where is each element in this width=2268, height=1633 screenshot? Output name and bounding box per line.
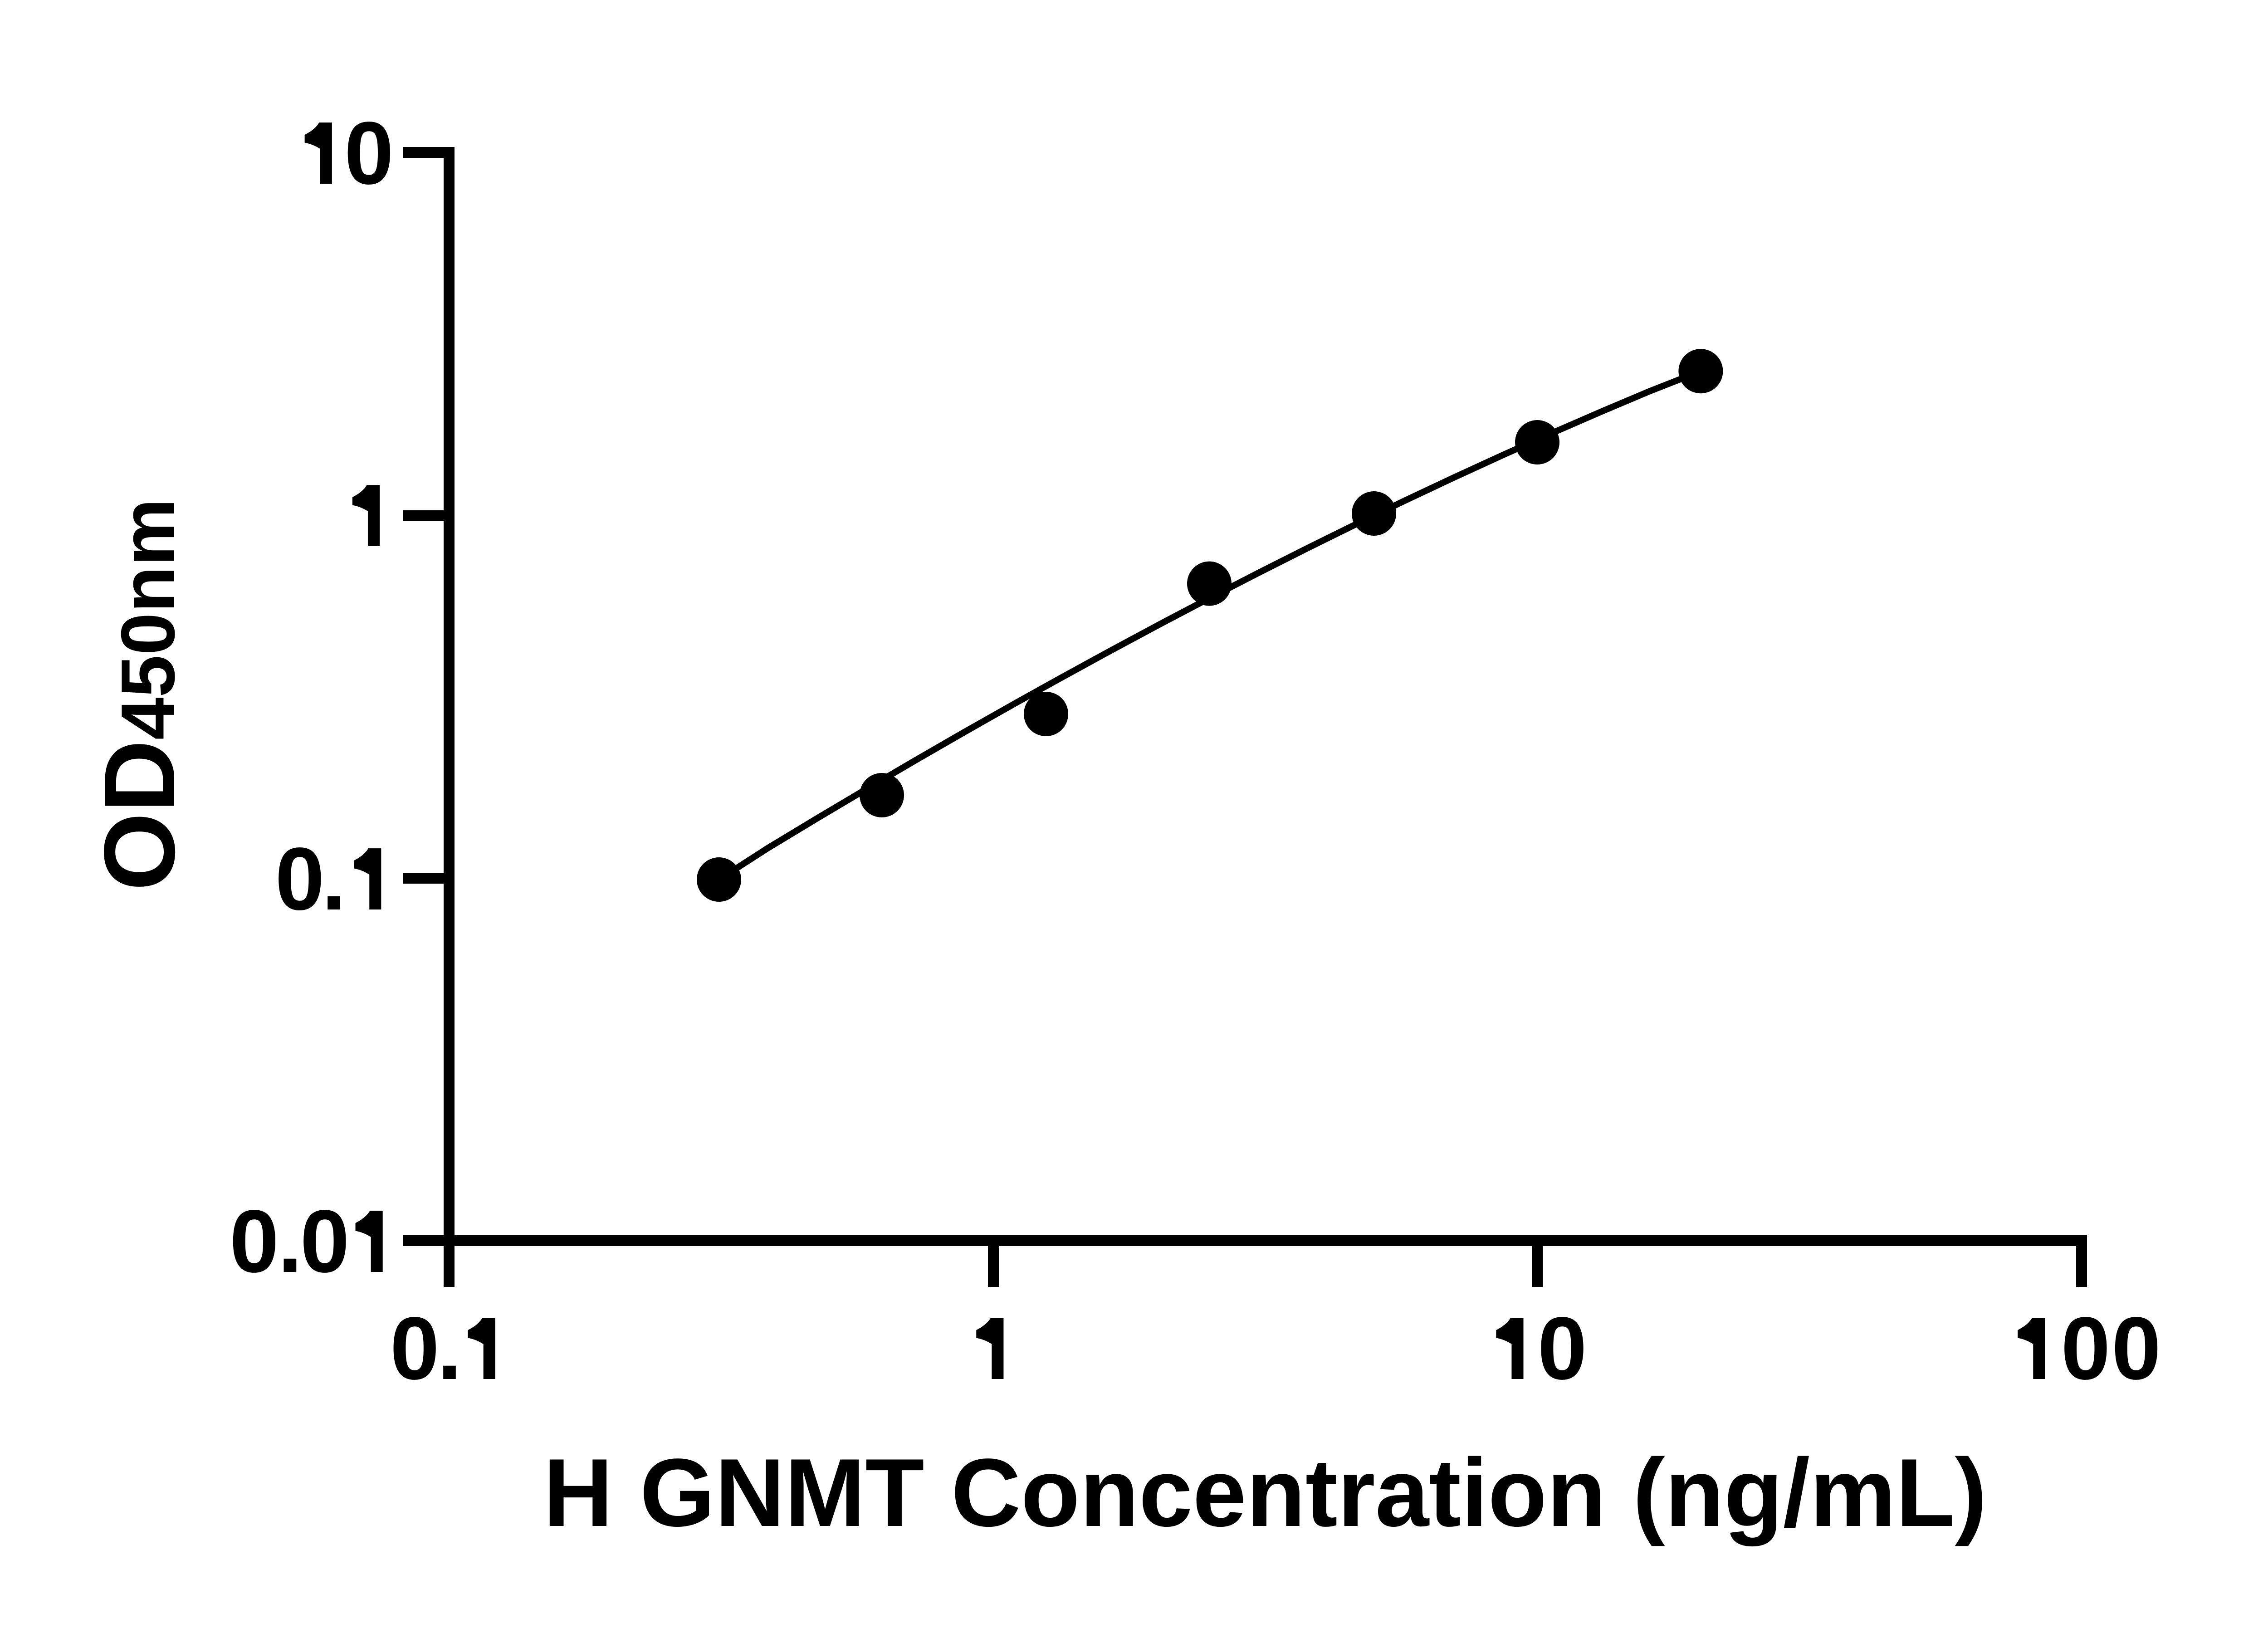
svg-text:0: 0 xyxy=(230,1192,279,1291)
svg-text:0: 0 xyxy=(275,829,324,929)
svg-text:0: 0 xyxy=(390,1299,440,1398)
svg-text:0: 0 xyxy=(2112,1299,2161,1398)
svg-text:0: 0 xyxy=(1538,1299,1587,1398)
svg-text:.: . xyxy=(322,829,346,929)
svg-text:.: . xyxy=(437,1299,462,1398)
svg-text:0: 0 xyxy=(300,1192,350,1291)
svg-text:.: . xyxy=(278,1192,302,1291)
svg-text:0: 0 xyxy=(2061,1299,2110,1398)
svg-text:0: 0 xyxy=(344,103,394,203)
svg-text:OD450nm: OD450nm xyxy=(83,499,196,891)
svg-text:H GNMT Concentration (ng/mL): H GNMT Concentration (ng/mL) xyxy=(543,1439,1987,1547)
